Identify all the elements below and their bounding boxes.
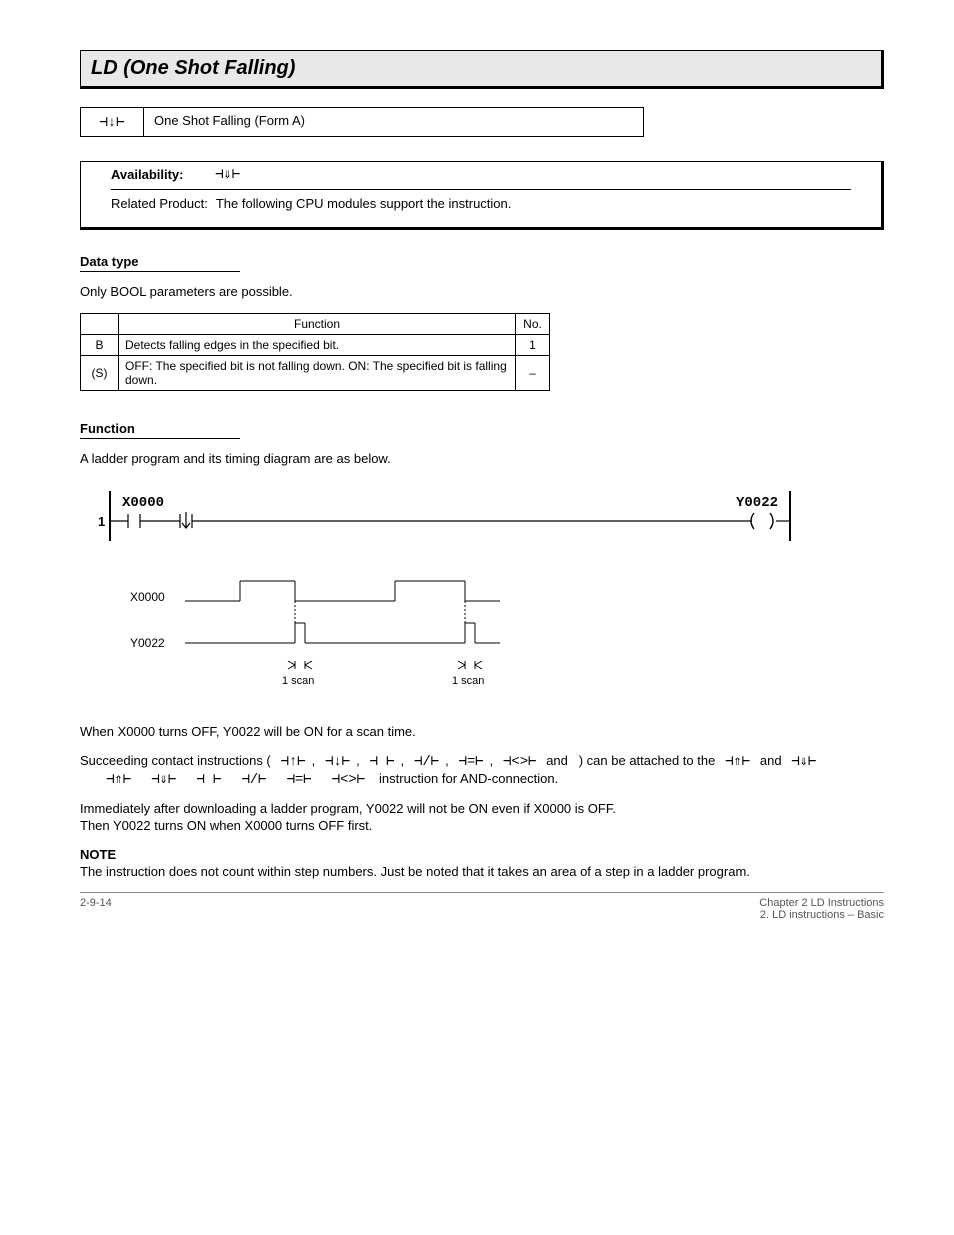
instruction-glyph-line: ⊣⇑⊢ ⊣⇓⊢ ⊣ ⊢ ⊣/⊢ ⊣=⊢ ⊣<>⊢ — [100, 772, 379, 787]
p3b: Then Y0022 turns ON when X0000 turns OFF… — [80, 818, 372, 833]
rise-not-inline: ⊣⇑⊢ — [725, 754, 750, 770]
datatype-table: Function No. B Detects falling edges in … — [80, 313, 550, 391]
svg-text:Y0022: Y0022 — [736, 495, 778, 511]
cell-B-no: 1 — [516, 334, 550, 355]
datatype-intro: Only BOOL parameters are possible. — [80, 284, 884, 301]
svg-text:1 scan: 1 scan — [452, 675, 484, 687]
cell-S: (S) — [81, 355, 119, 390]
footer-chapter: Chapter 2 LD Instructions — [759, 897, 884, 909]
cell-B-func: Detects falling edges in the specified b… — [119, 334, 516, 355]
availability-divider — [111, 189, 851, 190]
function-header: Function — [80, 421, 240, 439]
g5: ⊣=⊢ — [286, 772, 311, 788]
fall-not-inline: ⊣⇓⊢ — [791, 754, 816, 770]
table-row: B Detects falling edges in the specified… — [81, 334, 550, 355]
footer-section: 2. LD instructions – Basic — [760, 909, 884, 921]
paragraph-1: When X0000 turns OFF, Y0022 will be ON f… — [80, 724, 884, 741]
paragraph-3: Immediately after downloading a ladder p… — [80, 801, 884, 835]
page-footer: 2-9-14 Chapter 2 LD Instructions 2. LD i… — [80, 892, 884, 921]
function-intro: A ladder program and its timing diagram … — [80, 451, 884, 468]
note-block: NOTE The instruction does not count with… — [80, 847, 884, 881]
table-row: (S) OFF: The specified bit is not fallin… — [81, 355, 550, 390]
table-header-no: No. — [516, 313, 550, 334]
table-header-blank — [81, 313, 119, 334]
fall-glyph: ⊣↓⊢ — [99, 114, 124, 131]
svg-text:1: 1 — [98, 514, 105, 529]
g2: ⊣⇓⊢ — [151, 772, 176, 788]
note-header: NOTE — [80, 847, 116, 862]
svg-text:1 scan: 1 scan — [282, 675, 314, 687]
instruction-description: One Shot Falling (Form A) — [144, 107, 644, 137]
para2-tail: and ) can be attached to the — [546, 753, 719, 768]
g3: ⊣ ⊢ — [196, 772, 221, 788]
note-body: The instruction does not count within st… — [80, 864, 750, 879]
svg-text:X0000: X0000 — [130, 590, 165, 604]
related-product-label: Related Product: — [111, 196, 208, 211]
table-header-function: Function — [119, 313, 516, 334]
ladder-diagram: X0000 Y0022 1 — [80, 486, 884, 549]
g6: ⊣<>⊢ — [332, 772, 366, 788]
eq-glyph-inline: ⊣=⊢ — [458, 754, 483, 770]
title-bar: LD (One Shot Falling) — [80, 50, 884, 89]
cell-S-func: OFF: The specified bit is not falling do… — [119, 355, 516, 390]
icon-desc-row: ⊣↓⊢ One Shot Falling (Form A) — [80, 107, 884, 137]
p3a: Immediately after downloading a ladder p… — [80, 801, 616, 816]
svg-text:Y0022: Y0022 — [130, 636, 165, 650]
timing-svg: X0000 Y0022 — [130, 569, 550, 709]
g1: ⊣⇑⊢ — [106, 772, 131, 788]
availability-label: Availability: — [111, 167, 201, 182]
svg-text:X0000: X0000 — [122, 495, 164, 511]
paragraph-2: Succeeding contact instructions ( ⊣↑⊢, ⊣… — [80, 753, 884, 789]
no-glyph-inline: ⊣ ⊢ — [369, 754, 394, 770]
datatype-header: Data type — [80, 254, 240, 272]
footer-page-no: 2-9-14 — [80, 897, 112, 921]
ladder-svg: X0000 Y0022 1 — [80, 486, 800, 546]
para2-b: instruction for AND-connection. — [379, 771, 558, 786]
one-shot-falling-icon: ⊣↓⊢ — [80, 107, 144, 137]
cell-B: B — [81, 334, 119, 355]
g4: ⊣/⊢ — [241, 772, 266, 788]
availability-box: Availability: ⊣⇓⊢ Related Product: The f… — [80, 161, 884, 230]
fall-glyph-inline: ⊣↓⊢ — [325, 754, 350, 770]
para2-leadin: Succeeding contact instructions ( — [80, 753, 271, 768]
cell-S-no: – — [516, 355, 550, 390]
timing-diagram: X0000 Y0022 — [130, 569, 884, 712]
nc-glyph-inline: ⊣/⊢ — [414, 754, 439, 770]
rise-glyph-inline: ⊣↑⊢ — [280, 754, 305, 770]
related-product-text: The following CPU modules support the in… — [216, 196, 512, 211]
fall-not-glyph: ⊣⇓⊢ — [215, 166, 240, 183]
ne-glyph-inline: ⊣<>⊢ — [503, 754, 537, 770]
